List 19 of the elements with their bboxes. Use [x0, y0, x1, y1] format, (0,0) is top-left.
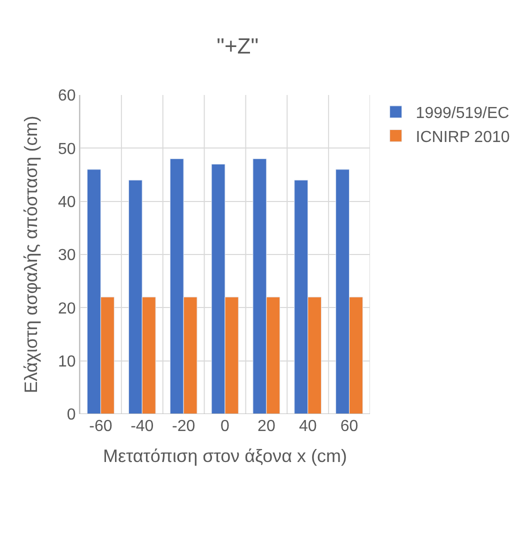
x-tick-label: -40 — [130, 418, 154, 435]
x-tick-label: 20 — [258, 418, 276, 435]
legend-label: ICNIRP 2010 — [416, 128, 510, 146]
y-tick-label: 10 — [58, 353, 76, 370]
y-tick-label: 0 — [66, 406, 76, 424]
x-tick-label: 60 — [340, 418, 358, 435]
chart-title: "+Z" — [216, 33, 259, 58]
y-tick-label: 20 — [58, 300, 76, 318]
x-tick-label: 0 — [220, 418, 230, 435]
legend-label: 1999/519/EC — [416, 105, 510, 122]
y-axis-title: Ελάχιστη ασφαλής απόσταση (cm) — [21, 116, 42, 394]
x-tick-label: -60 — [89, 418, 112, 435]
x-tick-label: -20 — [172, 418, 196, 435]
y-tick-label: 50 — [58, 140, 76, 158]
y-tick-label: 30 — [58, 247, 76, 264]
y-tick-label: 40 — [58, 194, 76, 211]
y-tick-label: 60 — [58, 88, 76, 105]
x-tick-label: 40 — [298, 418, 317, 435]
x-axis-title: Μετατόπιση στον άξονα x (cm) — [102, 446, 348, 466]
